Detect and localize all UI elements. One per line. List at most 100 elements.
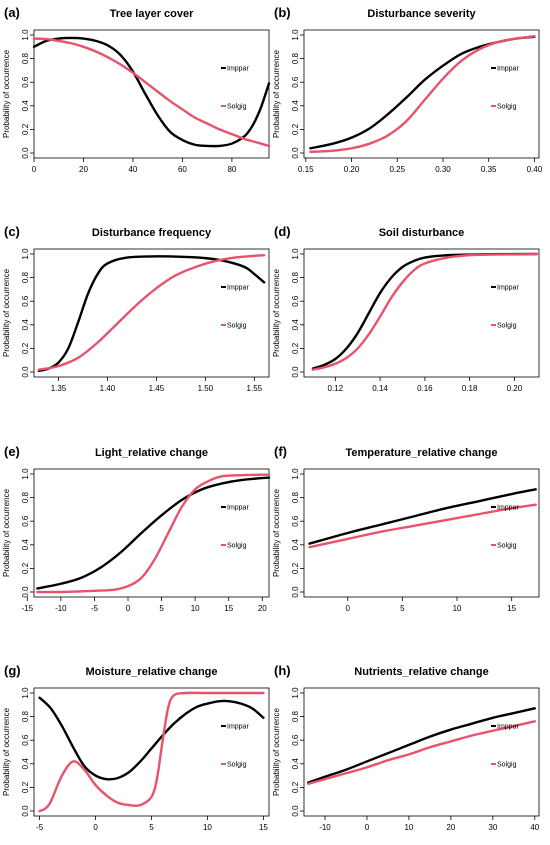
chart-panel-a: (a) Tree layer cover 0.0 0.2 0.4 0.6 0.8 1.0 Pro… [2, 5, 269, 174]
x-tick-label: 10 [453, 604, 462, 613]
series-line-imppar [34, 38, 269, 146]
plot-frame [304, 30, 539, 158]
legend-label-solgig: Solgig [227, 543, 247, 550]
chart-panel-e: (e) Light_relative change 0.0 0.2 0.4 0.6 0.8 1… [2, 444, 269, 613]
series-line-imppar [313, 254, 537, 368]
series-line-imppar [309, 489, 535, 543]
panel-letter: (c) [4, 224, 20, 239]
legend-label-solgig: Solgig [497, 323, 517, 330]
y-tick-label: 0.0 [291, 366, 300, 378]
y-tick-label: 0.6 [21, 734, 30, 746]
x-tick-label: -10 [55, 604, 67, 613]
y-tick-label: 0.8 [21, 52, 30, 64]
legend-label-imppar: Imppar [227, 505, 249, 512]
y-tick-label: 1.0 [21, 29, 30, 41]
y-tick-label: 0.6 [291, 515, 300, 527]
y-tick-label: 0.4 [21, 758, 30, 770]
x-tick-label: 0 [365, 823, 370, 832]
chart-panel-f: (f) Temperature_relative change 0.0 0.2 0.4 0… [272, 444, 539, 613]
x-tick-label: 0 [345, 604, 350, 613]
y-tick-label: 1.0 [291, 468, 300, 480]
y-tick-label: 0.6 [21, 76, 30, 88]
y-tick-label: 0.6 [21, 295, 30, 307]
legend-label-imppar: Imppar [227, 66, 249, 73]
x-tick-label: 15 [224, 604, 233, 613]
series-line-solgig [313, 254, 537, 369]
x-tick-label: 1.40 [100, 384, 116, 393]
x-tick-label: 0.12 [328, 384, 344, 393]
y-tick-label: 0.2 [21, 123, 30, 135]
x-tick-label: 5 [400, 604, 405, 613]
chart-panel-g: (g) Moisture_relative change0.00.20.40.60… [2, 663, 269, 832]
legend-label-solgig: Solgig [227, 323, 247, 330]
y-tick-label: 0.6 [291, 76, 300, 88]
panel-title: Temperature_relative change [345, 447, 497, 459]
x-tick-label: 1.50 [198, 384, 214, 393]
y-tick-label: 0.8 [291, 710, 300, 722]
y-tick-label: 0.4 [291, 319, 300, 331]
panel-letter: (h) [274, 663, 291, 678]
panel-letter: (e) [4, 444, 20, 459]
y-axis-label: Probability of occurrence [272, 268, 281, 357]
x-tick-label: -15 [22, 604, 34, 613]
series-line-imppar [308, 708, 535, 782]
y-axis-label: Probability of occurrence [272, 49, 281, 138]
x-tick-label: 30 [488, 823, 497, 832]
legend-label-imppar: Imppar [497, 66, 519, 73]
y-tick-label: 0.8 [21, 491, 30, 503]
y-tick-label: 0.0 [21, 366, 30, 378]
x-tick-label: 20 [258, 604, 267, 613]
x-tick-label: 0 [126, 604, 131, 613]
y-tick-label: 0.2 [21, 342, 30, 354]
series-line-imppar [37, 478, 269, 589]
x-tick-label: 40 [530, 823, 539, 832]
x-tick-label: 5 [159, 604, 164, 613]
y-tick-label: 1.0 [21, 248, 30, 260]
y-tick-label: 0.4 [291, 100, 300, 112]
panel-title: Disturbance severity [367, 8, 476, 20]
x-tick-label: 20 [446, 823, 455, 832]
x-tick-label: 0.20 [344, 165, 360, 174]
y-tick-label: 0.2 [291, 342, 300, 354]
panel-title: Disturbance frequency [92, 227, 212, 239]
y-tick-label: 0.0 [21, 147, 30, 159]
x-tick-label: 0.35 [481, 165, 497, 174]
chart-panel-b: (b) Disturbance severity 0.0 0.2 0.4 0.6 0.8 1.… [272, 5, 543, 174]
y-tick-label: 0.6 [291, 734, 300, 746]
y-axis-label: Probability of occurrence [272, 707, 281, 796]
x-tick-label: 0.20 [507, 384, 523, 393]
panel-letter: (b) [274, 5, 291, 20]
y-tick-label: 0.2 [21, 781, 30, 793]
legend-label-imppar: Imppar [227, 724, 249, 731]
y-tick-label: 0.8 [291, 52, 300, 64]
y-tick-label: 0.6 [21, 515, 30, 527]
x-tick-label: 0.16 [417, 384, 433, 393]
x-tick-label: -5 [36, 823, 44, 832]
y-tick-label: 1.0 [21, 468, 30, 480]
legend-label-solgig: Solgig [497, 543, 517, 550]
panel-title: Soil disturbance [379, 227, 465, 239]
legend-label-solgig: Solgig [227, 104, 247, 111]
y-tick-label: 0.8 [21, 271, 30, 283]
x-tick-label: 1.55 [247, 384, 263, 393]
y-axis-label: Probability of occurrence [2, 268, 11, 357]
y-tick-label: 1.0 [291, 29, 300, 41]
y-tick-label: 1.0 [291, 248, 300, 260]
y-tick-label: 0.8 [291, 491, 300, 503]
x-tick-label: 60 [178, 165, 187, 174]
x-tick-label: 15 [507, 604, 516, 613]
panel-letter: (g) [4, 663, 21, 678]
y-tick-label: 0.8 [291, 271, 300, 283]
plot-frame [34, 249, 269, 377]
x-tick-label: 0.30 [435, 165, 451, 174]
y-tick-label: 0.0 [21, 586, 30, 598]
y-tick-label: 0.2 [291, 562, 300, 574]
y-axis-label: Probability of occurrence [2, 488, 11, 577]
x-tick-label: 0.14 [372, 384, 388, 393]
y-tick-label: 0.8 [21, 710, 30, 722]
y-axis-label: Probability of occurrence [2, 49, 11, 138]
y-tick-label: 0.0 [291, 147, 300, 159]
x-tick-label: 0.40 [527, 165, 543, 174]
y-tick-label: 0.4 [21, 539, 30, 551]
